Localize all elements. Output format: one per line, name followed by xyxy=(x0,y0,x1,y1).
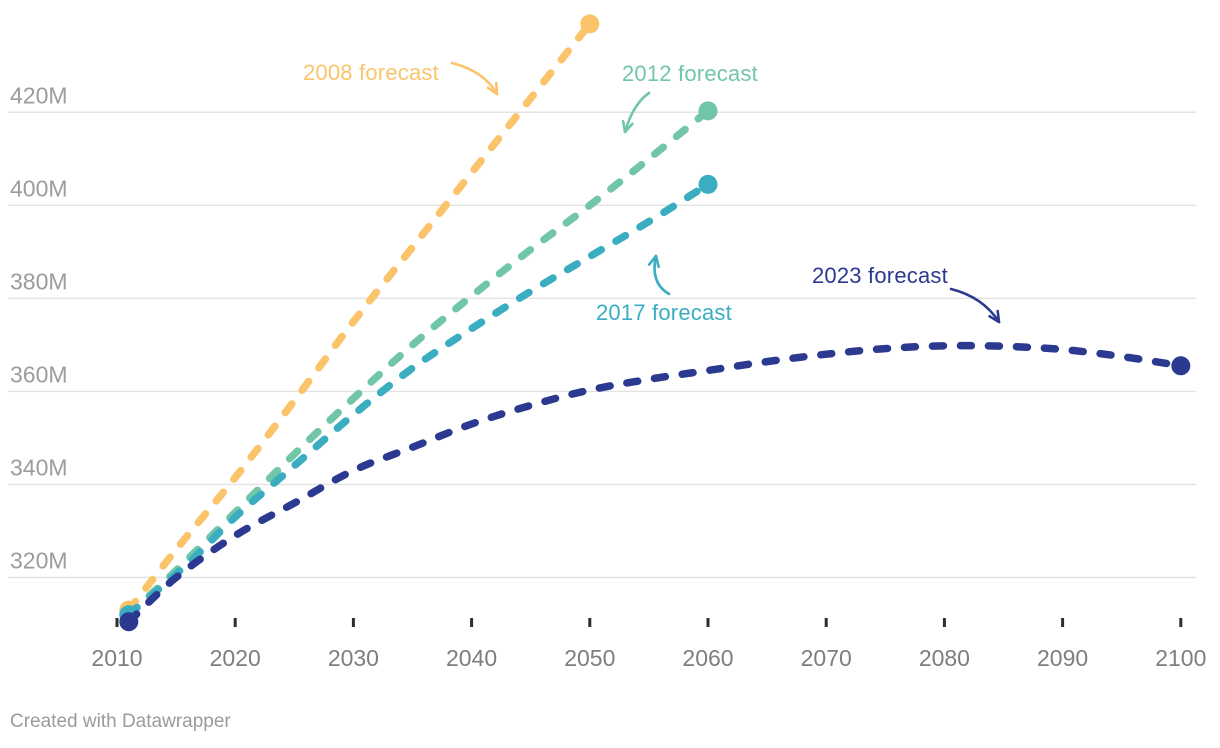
y-axis-label-360M: 360M xyxy=(10,361,68,387)
x-axis-label-2010: 2010 xyxy=(91,645,142,671)
x-axis-label-2060: 2060 xyxy=(682,645,733,671)
series-2008-forecast-line xyxy=(125,20,594,614)
y-axis-label-340M: 340M xyxy=(10,454,68,480)
y-axis-label-400M: 400M xyxy=(10,175,68,201)
series-2008-forecast-end-dot xyxy=(580,14,600,34)
x-axis-label-2030: 2030 xyxy=(328,645,379,671)
annotation-2017-forecast: 2017 forecast xyxy=(596,300,732,325)
series-2017-forecast-end-dot xyxy=(698,174,718,194)
annotation-2012-forecast: 2012 forecast xyxy=(622,61,758,86)
series-2023-forecast-end-dot xyxy=(1171,356,1191,376)
annotation-arrowhead-2008-forecast xyxy=(486,81,499,96)
x-axis-label-2020: 2020 xyxy=(210,645,261,671)
x-axis-label-2100: 2100 xyxy=(1155,645,1206,671)
y-axis-label-320M: 320M xyxy=(10,548,68,574)
x-axis-label-2050: 2050 xyxy=(564,645,615,671)
annotation-2023-forecast: 2023 forecast xyxy=(812,263,948,288)
y-axis-label-420M: 420M xyxy=(10,82,68,108)
annotation-arrow-2012-forecast xyxy=(623,91,651,134)
series-2023-forecast-line xyxy=(125,341,1185,626)
annotation-arrowhead-2017-forecast xyxy=(647,254,660,268)
series-2023-forecast-start-dot xyxy=(119,612,139,632)
annotation-arrow-2017-forecast xyxy=(653,254,671,296)
x-axis-label-2090: 2090 xyxy=(1037,645,1088,671)
x-axis-label-2080: 2080 xyxy=(919,645,970,671)
x-axis-label-2040: 2040 xyxy=(446,645,497,671)
x-axis-label-2070: 2070 xyxy=(801,645,852,671)
annotation-arrowhead-2023-forecast xyxy=(988,309,1001,324)
datawrapper-credit-link[interactable]: Created with Datawrapper xyxy=(10,711,231,732)
annotation-2008-forecast: 2008 forecast xyxy=(303,60,439,85)
series-2017-forecast-line xyxy=(125,180,712,619)
annotation-arrow-2008-forecast xyxy=(450,61,499,96)
y-axis-label-380M: 380M xyxy=(10,268,68,294)
series-2012-forecast-end-dot xyxy=(698,101,718,121)
annotation-arrowhead-2012-forecast xyxy=(621,119,634,134)
chart-canvas: 320M 340M 360M 380M 400M 420M 2010 2020 2030 2040… xyxy=(8,14,1206,671)
annotation-arrow-2023-forecast xyxy=(949,287,1001,324)
